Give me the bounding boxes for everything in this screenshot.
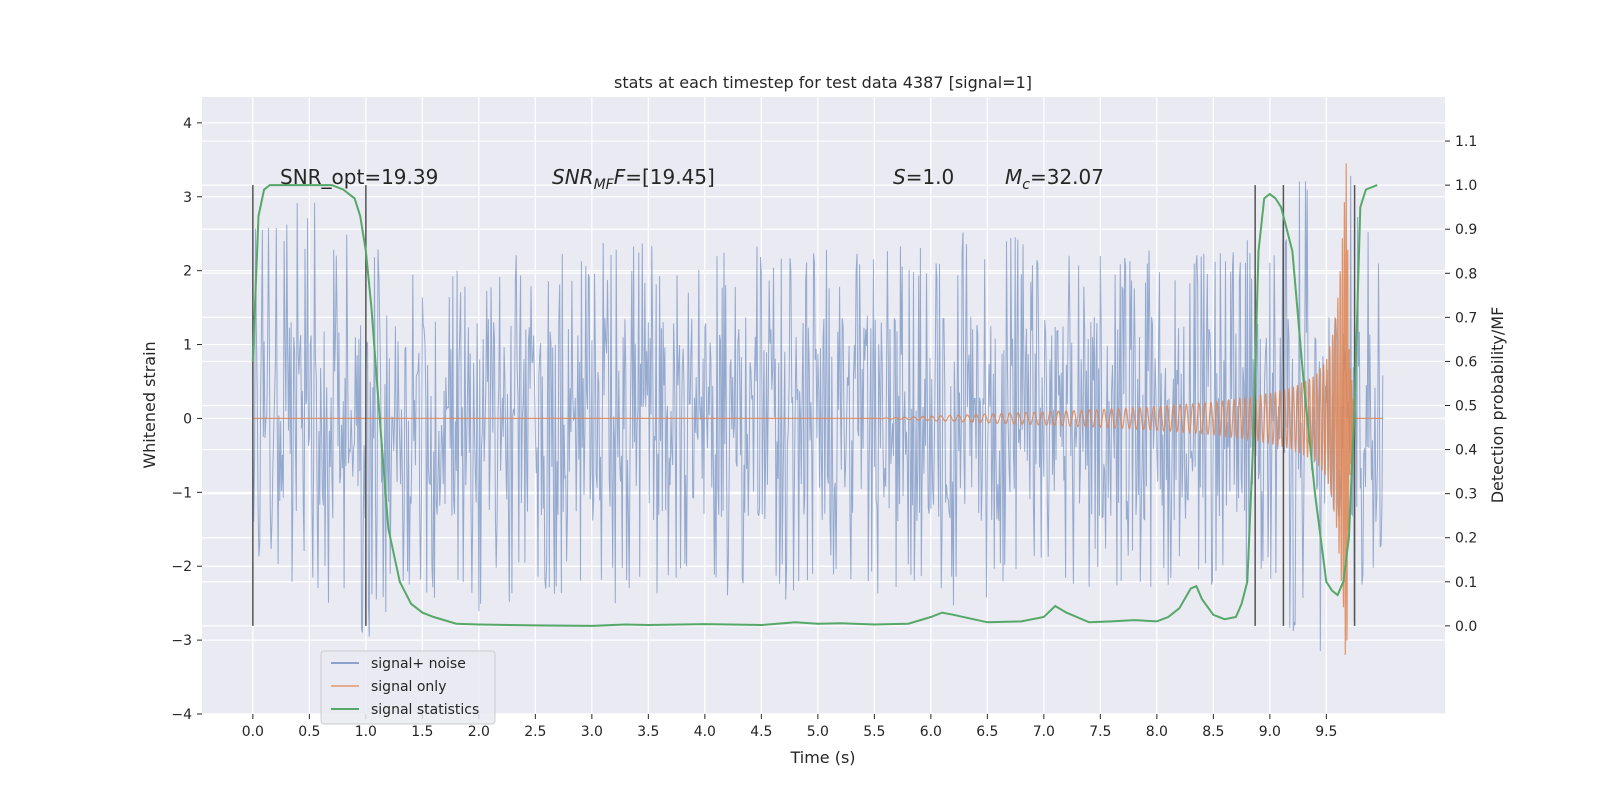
x-tick-label: 8.0 <box>1146 724 1168 740</box>
annotation-snr-mf-value: =[19.45] <box>625 165 715 189</box>
annotation-mc-sub: c <box>1022 177 1030 193</box>
y-tick-label: 4 <box>183 116 192 132</box>
signal-only-line <box>252 163 1383 655</box>
y-right-tick-label: 0.8 <box>1455 266 1477 282</box>
x-tick-label: 6.5 <box>976 724 998 740</box>
y-tick-label: −4 <box>171 707 192 723</box>
signal-only-series <box>252 163 1383 655</box>
annotation-snr-mf-f: F <box>614 165 626 189</box>
x-tick-label: 7.5 <box>1089 724 1111 740</box>
x-tick-label: 1.0 <box>355 724 377 740</box>
x-tick-label: 8.5 <box>1202 724 1224 740</box>
x-tick-label: 4.5 <box>750 724 772 740</box>
y-right-tick-label: 0.1 <box>1455 575 1477 591</box>
y-right-tick-label: 1.0 <box>1455 178 1477 194</box>
x-tick-label: 6.0 <box>920 724 942 740</box>
y-tick-label: 3 <box>183 190 192 206</box>
signal-statistics-line <box>251 184 1378 627</box>
x-tick-label: 4.0 <box>694 724 716 740</box>
signal-noise-line <box>252 175 1384 652</box>
legend-label-signal-statistics: signal statistics <box>371 702 479 718</box>
y-axis-left: −4 −3 −2 −1 0 1 2 3 4 <box>171 116 202 723</box>
annotation-snr-mf: SNRMFF=[19.45] <box>552 165 715 193</box>
x-tick-label: 9.5 <box>1315 724 1337 740</box>
x-axis: 0.0 0.5 1.0 1.5 2.0 2.5 3.0 3.5 4.0 4.5 5.0 5.5 6.0 6… <box>242 714 1337 740</box>
annotation-s-symbol: S <box>893 165 906 189</box>
legend-label-signal-only: signal only <box>371 679 446 695</box>
y-tick-label: −1 <box>171 485 192 501</box>
signal-statistics-series <box>251 184 1378 627</box>
y-right-tick-label: 0.2 <box>1455 531 1477 547</box>
chart-title: stats at each timestep for test data 438… <box>614 73 1032 92</box>
y-tick-label: −3 <box>171 633 192 649</box>
y-right-tick-label: 0.7 <box>1455 310 1477 326</box>
x-tick-label: 0.5 <box>298 724 320 740</box>
x-tick-label: 5.5 <box>863 724 885 740</box>
x-tick-label: 7.0 <box>1033 724 1055 740</box>
annotation-mc: Mc=32.07 <box>1005 165 1104 193</box>
y-tick-label: 2 <box>183 264 192 280</box>
x-tick-label: 5.0 <box>807 724 829 740</box>
legend-label-signal-noise: signal+ noise <box>371 656 466 672</box>
x-axis-label: Time (s) <box>789 748 855 767</box>
y-right-tick-label: 0.9 <box>1455 222 1477 238</box>
y-tick-label: 1 <box>183 338 192 354</box>
x-tick-label: 0.0 <box>242 724 264 740</box>
y-right-tick-label: 0.0 <box>1455 619 1477 635</box>
annotation-s: S=1.0 <box>893 165 954 189</box>
annotation-snr-mf-base: SNR <box>552 165 594 189</box>
legend-box <box>320 650 496 725</box>
y-tick-label: −2 <box>171 559 192 575</box>
x-tick-label: 2.5 <box>524 724 546 740</box>
x-tick-label: 3.5 <box>637 724 659 740</box>
annotation-snr-opt: SNR_opt=19.39 <box>280 165 438 189</box>
signal-noise-series <box>252 175 1384 652</box>
y-axis-label: Whitened strain <box>140 341 159 468</box>
annotation-s-value: =1.0 <box>906 165 955 189</box>
y-right-tick-label: 1.1 <box>1455 134 1477 150</box>
y-right-tick-label: 0.3 <box>1455 487 1477 503</box>
y-right-tick-label: 0.5 <box>1455 399 1477 415</box>
y-axis-right-label: Detection probability/MF <box>1488 307 1507 504</box>
x-tick-label: 9.0 <box>1259 724 1281 740</box>
y-right-tick-label: 0.6 <box>1455 354 1477 370</box>
legend: signal+ noise signal only signal statist… <box>320 650 496 725</box>
y-right-tick-label: 0.4 <box>1455 443 1477 459</box>
annotation-mc-base: M <box>1005 165 1022 189</box>
y-axis-right: 0.0 0.1 0.2 0.3 0.4 0.5 0.6 0.7 0.8 0.9 1.0 1.1 <box>1445 134 1477 635</box>
y-tick-label: 0 <box>183 411 192 427</box>
x-tick-label: 1.5 <box>411 724 433 740</box>
x-tick-label: 2.0 <box>468 724 490 740</box>
annotation-mc-value: =32.07 <box>1030 165 1104 189</box>
annotation-snr-mf-sub: MF <box>594 177 615 193</box>
x-tick-label: 3.0 <box>581 724 603 740</box>
